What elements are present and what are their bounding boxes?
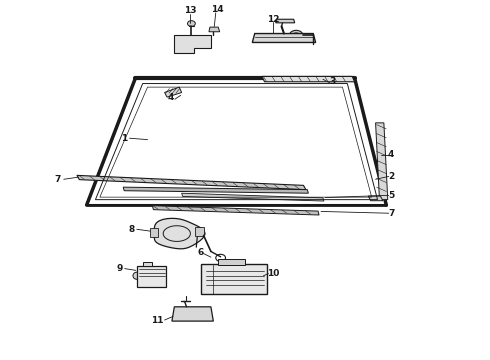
- Polygon shape: [143, 262, 152, 266]
- Text: 12: 12: [267, 15, 279, 24]
- Polygon shape: [174, 35, 211, 53]
- Polygon shape: [276, 19, 294, 23]
- Text: 7: 7: [388, 209, 394, 218]
- Text: 9: 9: [117, 264, 123, 273]
- Polygon shape: [209, 27, 220, 32]
- Polygon shape: [77, 175, 306, 190]
- Ellipse shape: [133, 272, 141, 279]
- Text: 5: 5: [388, 191, 394, 200]
- Polygon shape: [368, 196, 383, 201]
- Polygon shape: [218, 259, 245, 265]
- Polygon shape: [252, 33, 316, 42]
- Polygon shape: [172, 307, 213, 321]
- Text: 14: 14: [211, 5, 223, 14]
- Text: 1: 1: [122, 134, 128, 143]
- Polygon shape: [87, 78, 386, 205]
- Polygon shape: [123, 187, 308, 193]
- Text: 4: 4: [168, 93, 174, 102]
- Text: 11: 11: [151, 315, 164, 324]
- Text: 8: 8: [129, 225, 135, 234]
- Polygon shape: [165, 87, 182, 97]
- Polygon shape: [182, 193, 324, 201]
- Circle shape: [188, 21, 196, 26]
- Polygon shape: [201, 264, 267, 294]
- Text: 2: 2: [388, 172, 394, 181]
- Polygon shape: [262, 76, 355, 82]
- Polygon shape: [137, 266, 166, 287]
- Text: 13: 13: [184, 6, 196, 15]
- Circle shape: [289, 30, 303, 40]
- Text: 7: 7: [54, 175, 61, 184]
- Text: 6: 6: [197, 248, 203, 257]
- Text: 10: 10: [267, 269, 279, 278]
- Text: 3: 3: [330, 77, 336, 86]
- Circle shape: [226, 272, 232, 276]
- Polygon shape: [154, 218, 205, 249]
- Polygon shape: [150, 228, 158, 237]
- Polygon shape: [375, 123, 388, 200]
- Polygon shape: [196, 227, 203, 237]
- Text: 4: 4: [388, 150, 394, 159]
- Polygon shape: [152, 206, 319, 215]
